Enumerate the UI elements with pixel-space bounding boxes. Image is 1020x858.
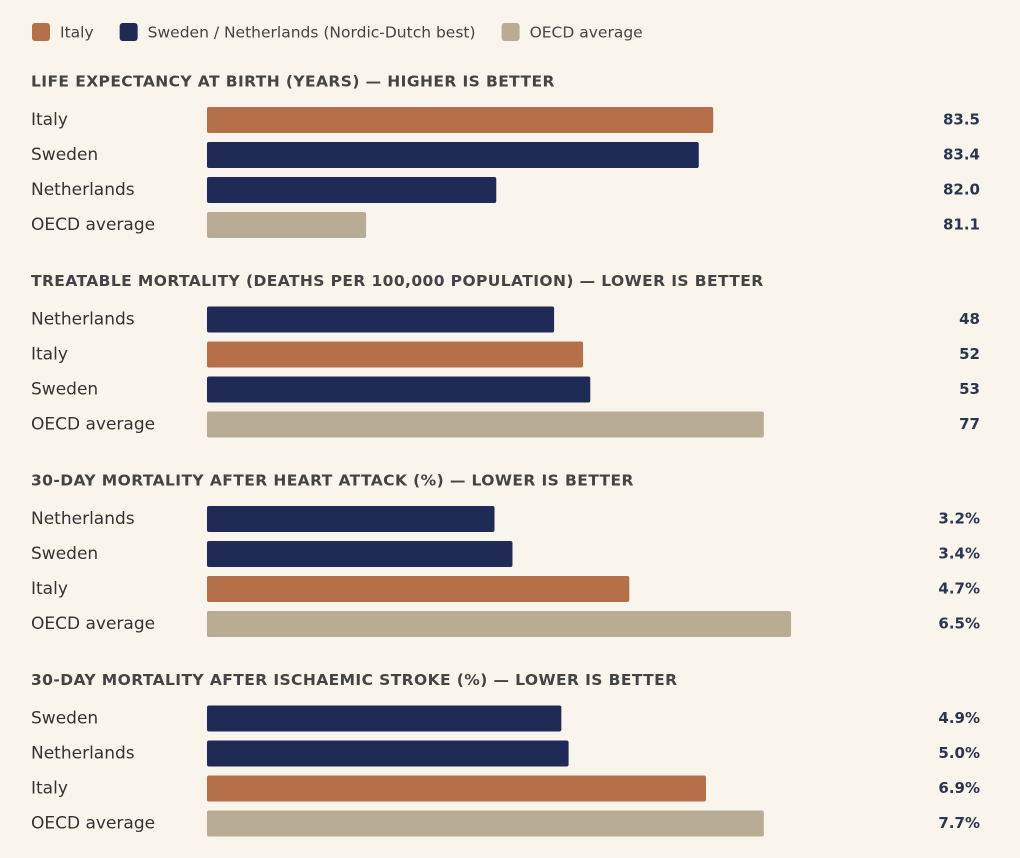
value-label: 82.0 [943, 181, 980, 199]
value-label: 3.4% [938, 545, 980, 563]
value-label: 5.0% [938, 744, 980, 762]
category-label: Netherlands [31, 310, 135, 330]
value-label: 83.4 [943, 146, 980, 164]
category-label: Italy [31, 345, 68, 365]
legend-label: OECD average [530, 24, 643, 42]
value-label: 6.9% [938, 779, 980, 797]
bar [207, 142, 699, 168]
panel-title: 30-DAY MORTALITY AFTER ISCHAEMIC STROKE … [31, 671, 677, 689]
category-label: Italy [31, 110, 68, 130]
legend-swatch [119, 23, 138, 41]
legend-swatch [501, 23, 520, 41]
bar [207, 506, 495, 532]
category-label: Netherlands [31, 180, 135, 200]
bar [207, 775, 706, 802]
category-label: Netherlands [31, 509, 135, 529]
value-label: 6.5% [938, 615, 980, 633]
category-label: Sweden [31, 544, 98, 564]
category-label: Italy [31, 579, 68, 599]
panel-title: TREATABLE MORTALITY (DEATHS PER 100,000 … [31, 272, 764, 290]
value-label: 53 [959, 380, 980, 398]
legend-swatch [32, 23, 50, 41]
value-label: 52 [959, 345, 980, 363]
bar [207, 541, 513, 567]
bar [207, 212, 367, 238]
bar [207, 306, 555, 333]
bar [207, 376, 591, 403]
legend-label: Sweden / Netherlands (Nordic-Dutch best) [148, 24, 476, 42]
bar [207, 810, 764, 837]
panel-title: 30-DAY MORTALITY AFTER HEART ATTACK (%) … [31, 472, 634, 490]
value-label: 3.2% [938, 510, 980, 528]
value-label: 48 [959, 310, 980, 328]
bar [207, 177, 497, 203]
legend-label: Italy [60, 24, 94, 42]
category-label: Sweden [31, 145, 98, 165]
value-label: 4.9% [938, 709, 980, 727]
value-label: 7.7% [938, 814, 980, 832]
value-label: 4.7% [938, 580, 980, 598]
bar [207, 411, 764, 438]
category-label: Italy [31, 779, 68, 799]
bar [207, 611, 792, 637]
category-label: OECD average [31, 614, 155, 634]
bar [207, 107, 714, 133]
category-label: OECD average [31, 415, 155, 435]
category-label: Sweden [31, 380, 98, 400]
value-label: 81.1 [943, 216, 980, 234]
category-label: Netherlands [31, 744, 135, 764]
bar [207, 576, 630, 602]
category-label: OECD average [31, 814, 155, 834]
bar [207, 705, 562, 732]
bar [207, 341, 584, 368]
value-label: 83.5 [943, 111, 980, 129]
category-label: OECD average [31, 215, 155, 235]
category-label: Sweden [31, 709, 98, 729]
value-label: 77 [959, 415, 980, 433]
panel-title: LIFE EXPECTANCY AT BIRTH (YEARS) — HIGHE… [31, 73, 555, 91]
bar [207, 740, 569, 767]
